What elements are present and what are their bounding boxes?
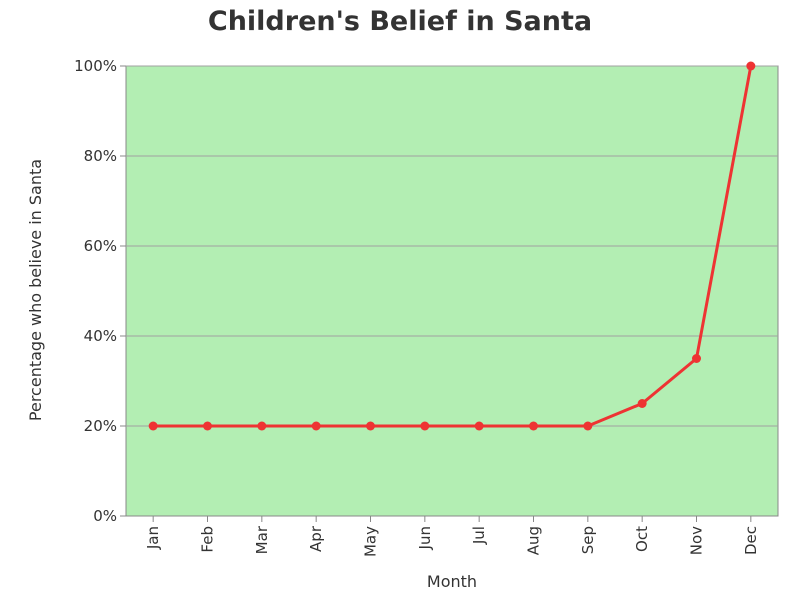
x-tick-label: Aug (525, 526, 543, 555)
data-point (311, 421, 321, 431)
series (148, 61, 756, 431)
y-axis: 0% 20% 40% 60% 80% 100% (74, 57, 126, 525)
y-tick-label: 80% (84, 147, 117, 165)
data-point (203, 421, 212, 431)
data-point (474, 421, 484, 431)
y-tick-label: 0% (93, 507, 117, 525)
data-point (529, 421, 538, 431)
x-tick-label: Jul (470, 526, 488, 545)
y-tick-label: 20% (84, 417, 117, 435)
data-point (583, 421, 593, 431)
data-point (637, 399, 647, 408)
data-point (746, 61, 756, 71)
data-point (366, 421, 375, 431)
data-point (692, 354, 701, 363)
x-tick-label: Mar (253, 525, 271, 554)
x-axis-title: Month (427, 572, 477, 591)
data-point (148, 421, 158, 431)
x-tick-label: Sep (579, 526, 597, 554)
y-tick-label: 60% (84, 237, 117, 255)
plot-area (125, 65, 779, 517)
x-tick-label: Feb (199, 526, 217, 553)
x-tick-label: Jun (416, 526, 434, 550)
x-tick-label: Apr (307, 525, 325, 552)
x-tick-label: Jan (144, 526, 162, 550)
x-tick-label: Dec (742, 526, 760, 555)
series-line (153, 65, 753, 428)
x-tick-label: May (362, 526, 380, 557)
chart-title: Children's Belief in Santa (207, 6, 593, 37)
y-axis-title: Percentage who believe in Santa (26, 159, 45, 421)
y-tick-label: 40% (84, 327, 117, 345)
data-point (420, 421, 430, 431)
x-axis: Jan Feb Mar Apr May Jun Jul Aug Sep Oct Nov Dec (144, 516, 760, 557)
y-tick-label: 100% (74, 57, 117, 75)
x-tick-label: Oct (633, 526, 651, 552)
data-point (257, 421, 267, 431)
x-tick-label: Nov (688, 526, 706, 555)
